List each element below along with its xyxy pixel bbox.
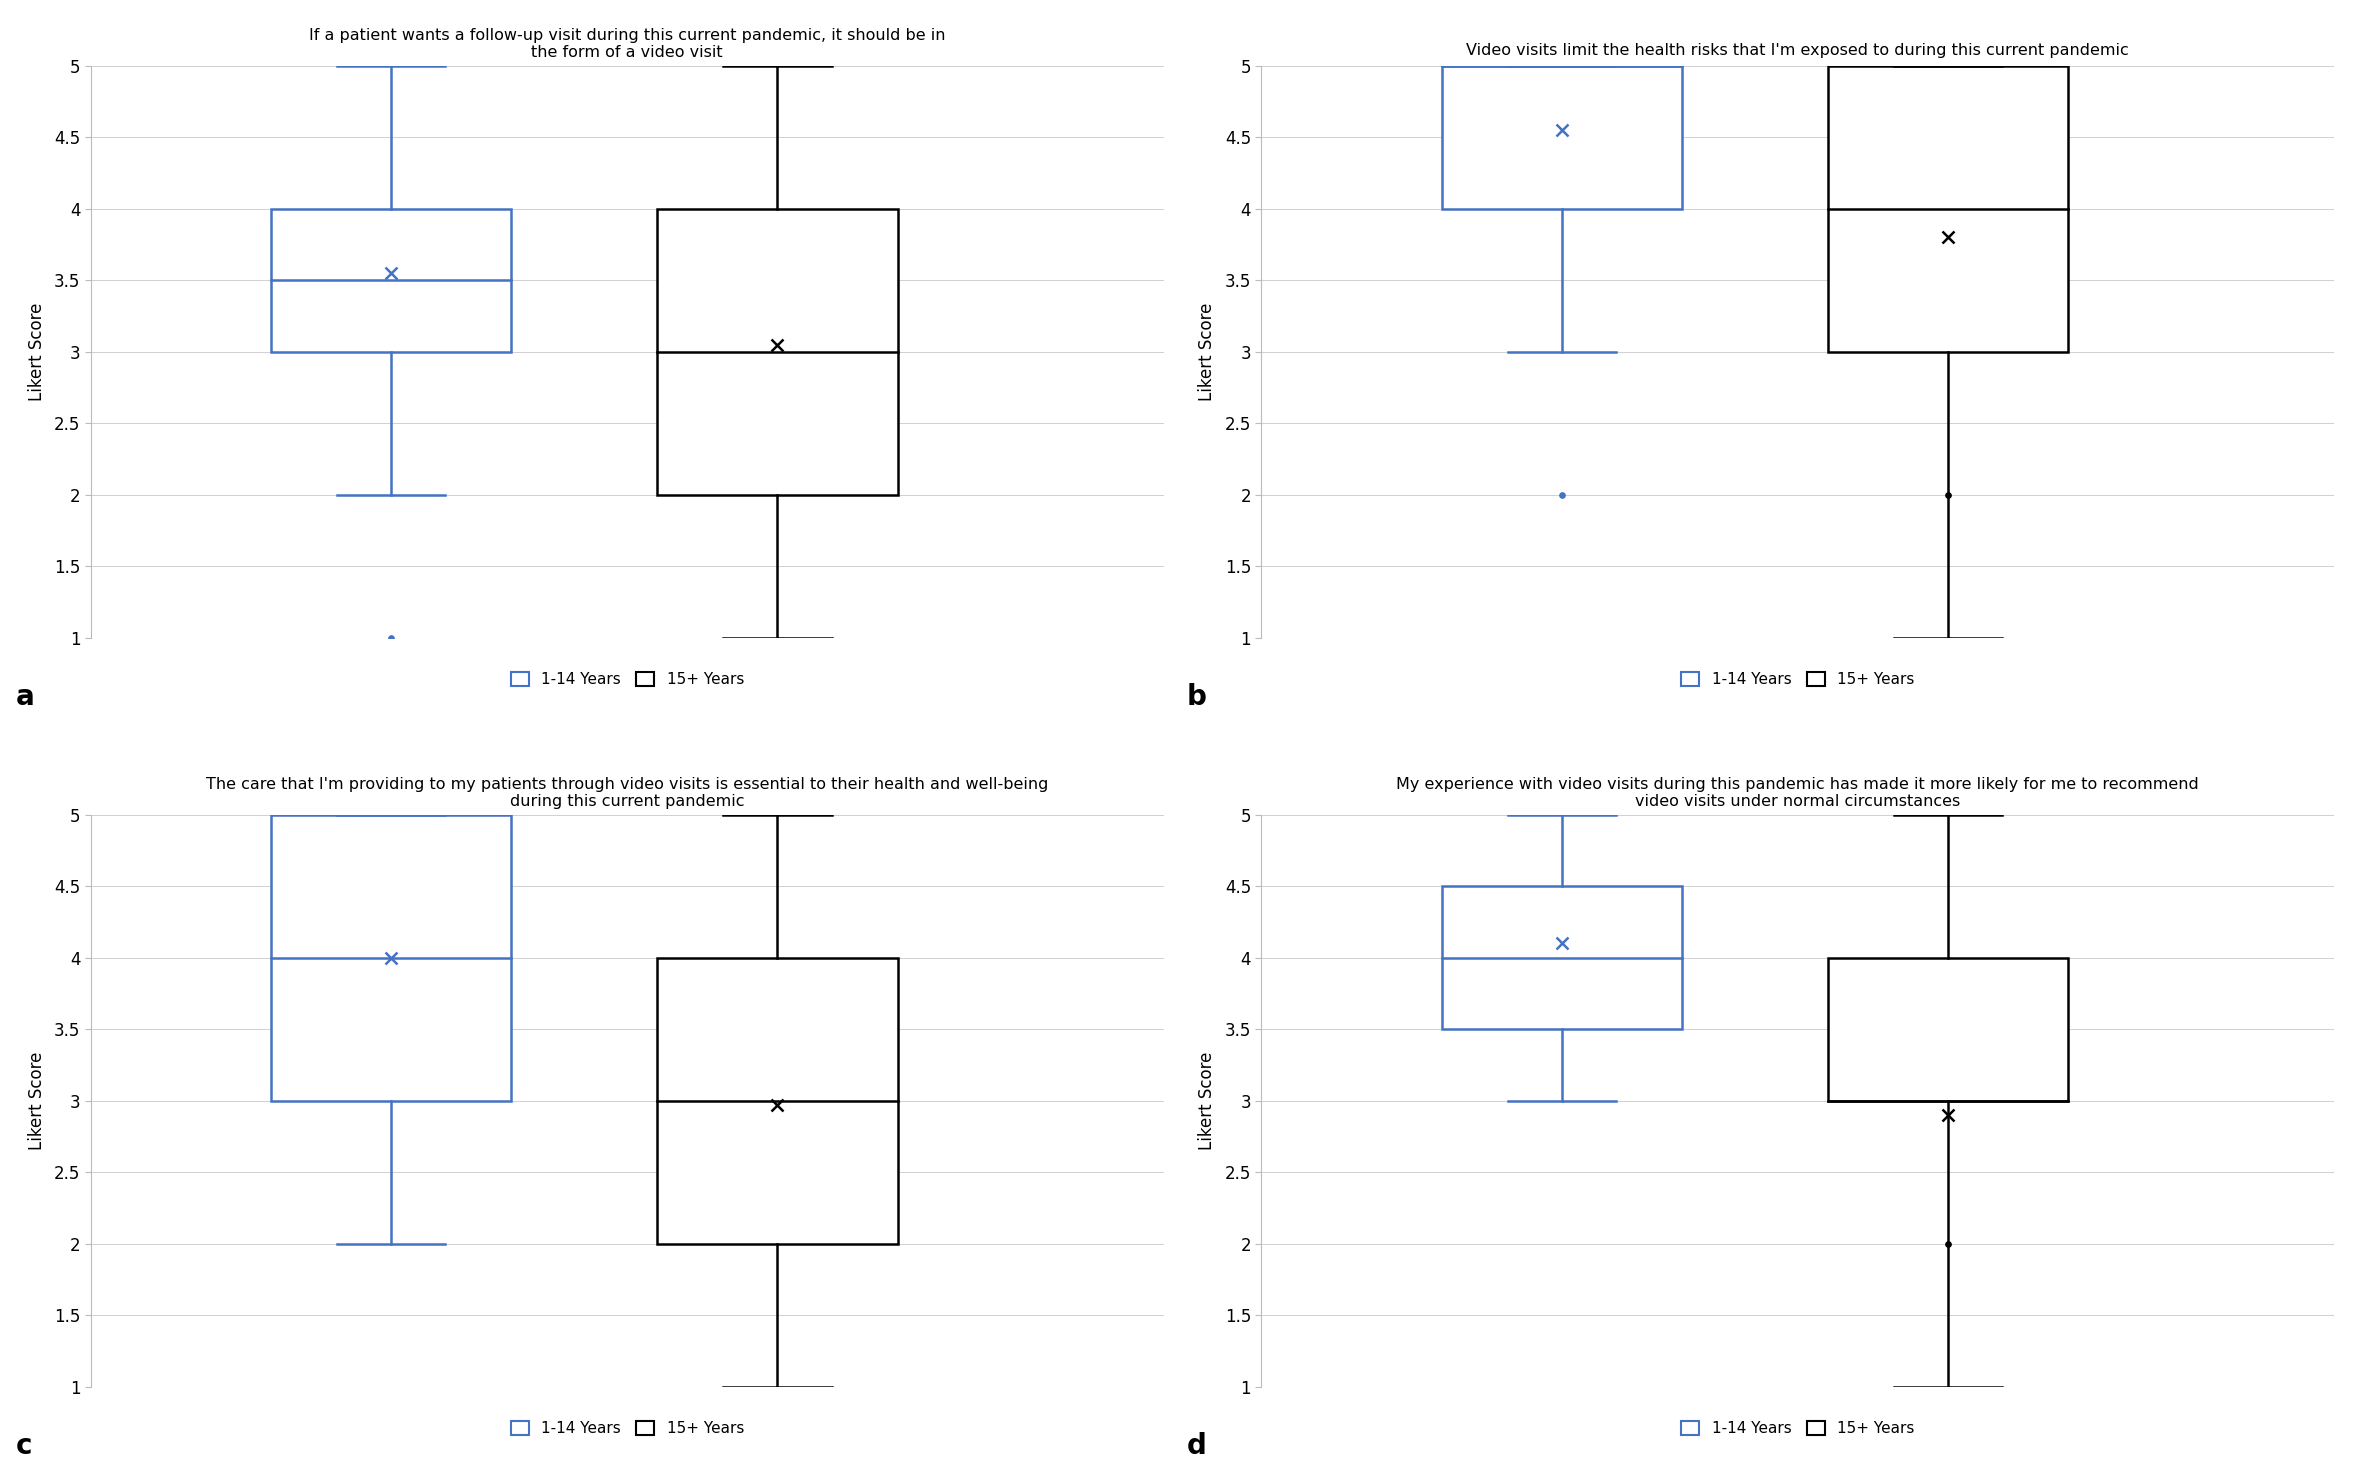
Text: d: d: [1186, 1432, 1207, 1460]
Bar: [272, 209, 513, 352]
Bar: [1828, 957, 2069, 1101]
Title: Video visits limit the health risks that I'm exposed to during this current pand: Video visits limit the health risks that…: [1467, 43, 2128, 58]
Title: My experience with video visits during this pandemic has made it more likely for: My experience with video visits during t…: [1396, 776, 2199, 809]
Bar: [657, 209, 898, 494]
Bar: [657, 957, 898, 1244]
Title: If a patient wants a follow-up visit during this current pandemic, it should be : If a patient wants a follow-up visit dur…: [309, 28, 945, 61]
Legend: 1-14 Years, 15+ Years: 1-14 Years, 15+ Years: [1682, 1422, 1916, 1437]
Y-axis label: Likert Score: Likert Score: [1198, 1052, 1216, 1150]
Title: The care that I'm providing to my patients through video visits is essential to : The care that I'm providing to my patien…: [205, 776, 1049, 809]
Bar: [1441, 886, 1682, 1030]
Legend: 1-14 Years, 15+ Years: 1-14 Years, 15+ Years: [510, 1422, 744, 1437]
Y-axis label: Likert Score: Likert Score: [28, 303, 45, 401]
Legend: 1-14 Years, 15+ Years: 1-14 Years, 15+ Years: [1682, 672, 1916, 687]
Text: c: c: [17, 1432, 33, 1460]
Y-axis label: Likert Score: Likert Score: [28, 1052, 45, 1150]
Text: b: b: [1186, 684, 1207, 711]
Legend: 1-14 Years, 15+ Years: 1-14 Years, 15+ Years: [510, 672, 744, 687]
Bar: [1441, 65, 1682, 209]
Bar: [1828, 65, 2069, 352]
Bar: [272, 815, 513, 1101]
Y-axis label: Likert Score: Likert Score: [1198, 303, 1216, 401]
Text: a: a: [17, 684, 35, 711]
